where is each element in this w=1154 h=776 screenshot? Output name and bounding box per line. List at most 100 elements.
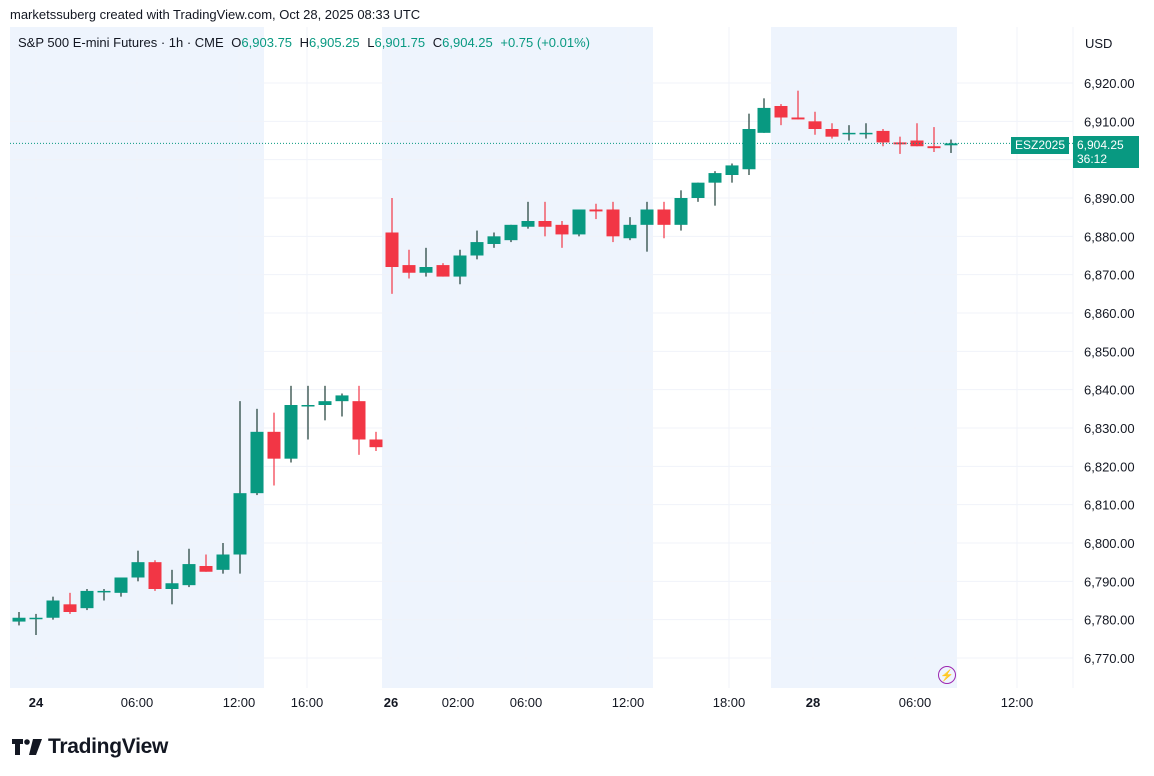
candle[interactable] [267, 412, 281, 486]
price-tick-label: 6,830.00 [1084, 421, 1135, 436]
time-tick-label: 06:00 [510, 695, 543, 710]
candle[interactable] [691, 182, 705, 202]
tv-logo-icon [12, 739, 42, 755]
candle[interactable] [774, 104, 788, 126]
lightning-event-icon[interactable]: ⚡ [938, 666, 956, 684]
candle[interactable] [250, 408, 264, 496]
candle[interactable] [944, 139, 958, 153]
price-tick-label: 6,810.00 [1084, 498, 1135, 513]
price-tick-label: 6,860.00 [1084, 306, 1135, 321]
candle[interactable] [521, 201, 535, 229]
price-tick-label: 6,770.00 [1084, 651, 1135, 666]
price-tick-label: 6,870.00 [1084, 268, 1135, 283]
candle[interactable] [419, 247, 433, 277]
close-value: 6,904.25 [442, 35, 493, 50]
candle[interactable] [893, 136, 907, 154]
candle[interactable] [757, 98, 771, 133]
brand-name: TradingView [48, 735, 169, 758]
candle[interactable] [97, 588, 111, 601]
price-tick-label: 6,880.00 [1084, 229, 1135, 244]
close-label: C [432, 35, 443, 50]
candle[interactable] [504, 224, 518, 243]
candle[interactable] [606, 201, 620, 243]
high-value: 6,905.25 [309, 35, 360, 50]
candle[interactable] [436, 263, 450, 277]
candle[interactable] [859, 123, 873, 139]
price-tick-label: 6,910.00 [1084, 114, 1135, 129]
candle[interactable] [352, 385, 366, 455]
candle[interactable] [842, 125, 856, 141]
session-background [771, 27, 957, 688]
candle[interactable] [318, 385, 332, 421]
candle[interactable] [148, 560, 162, 591]
price-tick-label: 6,840.00 [1084, 383, 1135, 398]
low-value: 6,901.75 [374, 35, 426, 50]
currency-label[interactable]: USD [1085, 36, 1113, 51]
candle[interactable] [131, 550, 145, 582]
candle[interactable] [708, 171, 722, 206]
time-tick-label: 16:00 [291, 695, 324, 710]
candle[interactable] [453, 249, 467, 285]
last-price-badge: 6,904.25 36:12 [1073, 136, 1139, 168]
symbol-price-badge: ESZ2025 [1011, 137, 1070, 154]
time-tick-label: 06:00 [121, 695, 154, 710]
candle[interactable] [808, 111, 822, 135]
candle[interactable] [589, 203, 603, 220]
time-tick-label: 26 [384, 695, 398, 710]
price-tick-label: 6,800.00 [1084, 536, 1135, 551]
candle[interactable] [233, 401, 247, 574]
candle[interactable] [182, 548, 196, 588]
price-tick-label: 6,780.00 [1084, 613, 1135, 628]
candle[interactable] [791, 90, 805, 120]
time-tick-label: 02:00 [442, 695, 475, 710]
session-background [382, 27, 653, 688]
candle[interactable] [725, 163, 739, 183]
candle[interactable] [63, 592, 77, 614]
candle[interactable] [29, 613, 43, 635]
candle[interactable] [46, 596, 60, 620]
attribution: marketssuberg created with TradingView.c… [10, 7, 421, 22]
candle[interactable] [335, 393, 349, 417]
candle[interactable] [114, 577, 128, 597]
candle[interactable] [80, 588, 94, 611]
candle[interactable] [555, 220, 569, 248]
tradingview-logo[interactable]: TradingView [12, 735, 168, 759]
candle[interactable] [199, 554, 213, 572]
time-tick-label: 06:00 [899, 695, 932, 710]
candle[interactable] [927, 127, 941, 152]
time-tick-label: 12:00 [223, 695, 256, 710]
symbol-legend: S&P 500 E-mini Futures · 1h · CME O6,903… [18, 35, 590, 50]
time-tick-label: 12:00 [612, 695, 645, 710]
time-tick-label: 24 [29, 695, 44, 710]
candle[interactable] [825, 123, 839, 139]
candle[interactable] [369, 431, 383, 451]
candle[interactable] [674, 190, 688, 231]
price-tick-label: 6,820.00 [1084, 459, 1135, 474]
price-tick-label: 6,790.00 [1084, 574, 1135, 589]
candle[interactable] [657, 201, 671, 239]
symbol-title[interactable]: S&P 500 E-mini Futures · 1h · CME [18, 35, 224, 50]
open-label: O [231, 35, 242, 50]
candle[interactable] [12, 611, 26, 626]
candle[interactable] [402, 249, 416, 279]
price-tick-label: 6,920.00 [1084, 76, 1135, 91]
low-label: L [367, 35, 375, 50]
candle[interactable] [165, 569, 179, 605]
change-value: +0.75 (+0.01%) [500, 35, 590, 50]
candle[interactable] [487, 232, 501, 248]
candle[interactable] [623, 217, 637, 241]
candle[interactable] [538, 201, 552, 237]
time-tick-label: 18:00 [713, 695, 746, 710]
candle[interactable] [385, 197, 399, 294]
price-tick-label: 6,890.00 [1084, 191, 1135, 206]
candle[interactable] [742, 113, 756, 175]
candle[interactable] [216, 542, 230, 574]
candle[interactable] [640, 201, 654, 252]
price-tick-label: 6,850.00 [1084, 344, 1135, 359]
last-price: 6,904.25 [1077, 138, 1124, 152]
candle[interactable] [301, 385, 315, 440]
candle[interactable] [284, 385, 298, 463]
candle[interactable] [572, 209, 586, 237]
candle[interactable] [470, 230, 484, 260]
